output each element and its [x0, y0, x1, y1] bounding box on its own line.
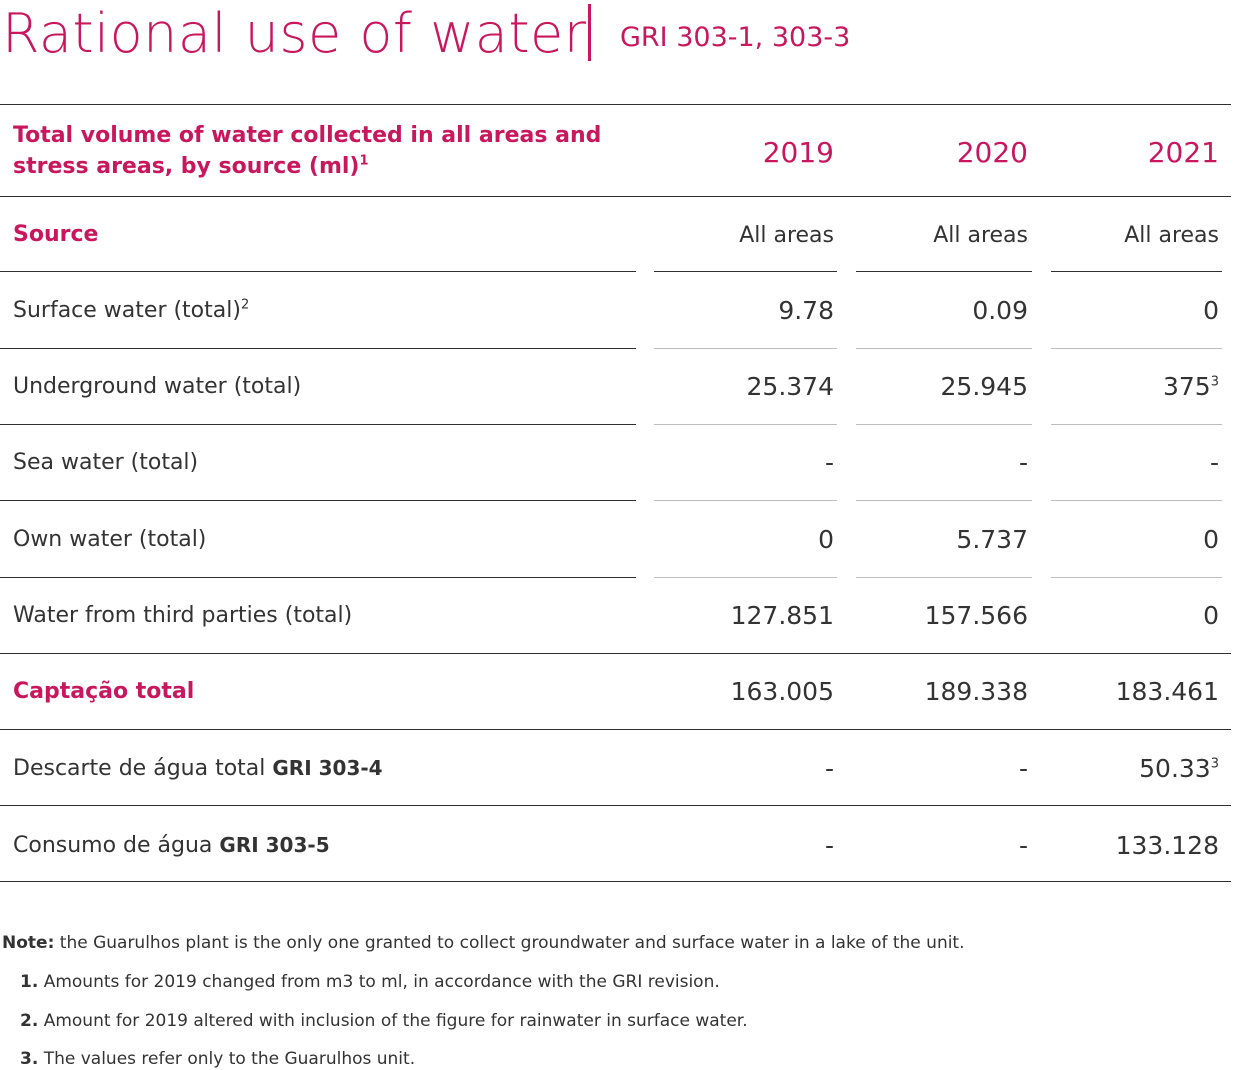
- note: Note: the Guarulhos plant is the only on…: [2, 933, 965, 953]
- row-rule: [1051, 348, 1222, 349]
- table-cell: -: [1018, 754, 1028, 783]
- row-rule: [0, 729, 1231, 730]
- table-top-rule: [0, 104, 1231, 105]
- table-cell: 133.128: [1115, 831, 1219, 860]
- row-rule: [856, 500, 1032, 501]
- row-rule: [654, 500, 837, 501]
- row-rule: [0, 424, 636, 425]
- footnote-2: 2. Amount for 2019 altered with inclusio…: [20, 1011, 748, 1031]
- row-label-own-water: Own water (total): [13, 527, 207, 552]
- row-rule: [0, 500, 636, 501]
- table-bottom-rule: [0, 881, 1231, 882]
- page-header: Rational use of water GRI 303-1, 303-3: [0, 0, 1241, 70]
- table-cell: -: [1209, 448, 1219, 477]
- table-cell: -: [824, 448, 834, 477]
- row-rule: [1051, 424, 1222, 425]
- total-cell: 183.461: [1115, 677, 1219, 706]
- table-cell: -: [1018, 831, 1028, 860]
- row-rule: [1051, 577, 1222, 578]
- row-label-consumption: Consumo de água GRI 303-5: [13, 833, 330, 858]
- row-rule: [654, 271, 837, 272]
- table-cell: 127.851: [730, 601, 834, 630]
- table-header-label: Total volume of water collected in all a…: [13, 123, 602, 179]
- row-label-discharge: Descarte de água total GRI 303-4: [13, 756, 383, 781]
- row-rule: [856, 424, 1032, 425]
- table-cell: 0: [1203, 525, 1219, 554]
- footnote-3: 3. The values refer only to the Guarulho…: [20, 1049, 416, 1069]
- row-rule: [1051, 500, 1222, 501]
- year-2019: 2019: [762, 136, 834, 169]
- row-rule: [654, 424, 837, 425]
- table-cell: 50.333: [1139, 754, 1219, 783]
- row-rule: [654, 348, 837, 349]
- row-rule: [856, 348, 1032, 349]
- row-rule: [856, 577, 1032, 578]
- year-2021: 2021: [1147, 136, 1219, 169]
- table-cell: 0: [1203, 296, 1219, 325]
- title-separator: [588, 4, 591, 61]
- table-cell: 157.566: [924, 601, 1028, 630]
- table-cell: -: [1018, 448, 1028, 477]
- table-cell: 0: [1203, 601, 1219, 630]
- footnote-1: 1. Amounts for 2019 changed from m3 to m…: [20, 972, 720, 992]
- total-label: Captação total: [13, 679, 195, 704]
- table-cell: 25.945: [940, 372, 1028, 401]
- header-rule: [0, 196, 1231, 197]
- total-top-rule: [0, 653, 1231, 654]
- row-label-sea-water: Sea water (total): [13, 450, 199, 475]
- row-rule: [856, 271, 1032, 272]
- row-rule: [654, 577, 837, 578]
- row-rule: [1051, 271, 1222, 272]
- row-rule: [0, 348, 636, 349]
- row-rule: [0, 577, 636, 578]
- year-2020: 2020: [956, 136, 1028, 169]
- row-rule: [0, 271, 636, 272]
- scope-2019: All areas: [739, 223, 834, 248]
- total-cell: 189.338: [924, 677, 1028, 706]
- total-cell: 163.005: [730, 677, 834, 706]
- source-label: Source: [13, 222, 99, 247]
- table-cell: -: [824, 754, 834, 783]
- row-label-third-parties: Water from third parties (total): [13, 603, 353, 628]
- scope-2020: All areas: [933, 223, 1028, 248]
- row-label-underground-water: Underground water (total): [13, 374, 302, 399]
- row-rule: [0, 805, 1231, 806]
- table-cell: 5.737: [956, 525, 1028, 554]
- scope-2021: All areas: [1124, 223, 1219, 248]
- page-title: Rational use of water: [2, 2, 587, 65]
- gri-reference: GRI 303-1, 303-3: [620, 22, 851, 53]
- table-cell: 25.374: [746, 372, 834, 401]
- row-label-surface-water: Surface water (total)2: [13, 297, 250, 323]
- table-cell: 0.09: [972, 296, 1028, 325]
- table-cell: 3753: [1163, 372, 1219, 401]
- table-cell: 0: [818, 525, 834, 554]
- table-cell: 9.78: [778, 296, 834, 325]
- table-cell: -: [824, 831, 834, 860]
